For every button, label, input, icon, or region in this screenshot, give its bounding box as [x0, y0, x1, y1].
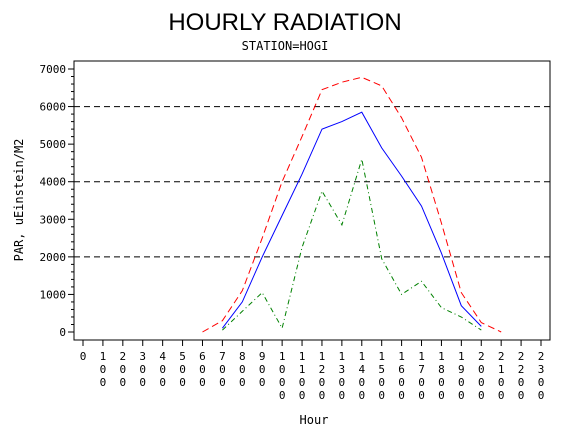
y-tick-label: 7000: [40, 63, 67, 76]
series-line-2: [222, 111, 482, 329]
y-tick-label: 1000: [40, 288, 67, 301]
series-line-3: [222, 159, 482, 331]
y-axis-label: PAR, uEinstein/M2: [12, 139, 26, 262]
y-tick-label: 5000: [40, 138, 67, 151]
y-tick-label: 3000: [40, 213, 67, 226]
plot-area: 0 1000 2000 3000 4000 5000 6000 7000 0 1 0 0 2 0 0 3 0 0 4…: [40, 60, 551, 402]
y-tick-label: 0: [59, 326, 66, 339]
x-axis-label: Hour: [300, 413, 329, 427]
y-tick-label: 2000: [40, 251, 67, 264]
y-tick-label: 4000: [40, 176, 67, 189]
plot-frame: [73, 60, 551, 341]
x-tick-label: 0: [80, 350, 87, 363]
y-tick-label: 6000: [40, 101, 67, 114]
chart-subtitle: STATION=HOGI: [242, 39, 329, 53]
chart-title: HOURLY RADIATION: [168, 9, 401, 36]
